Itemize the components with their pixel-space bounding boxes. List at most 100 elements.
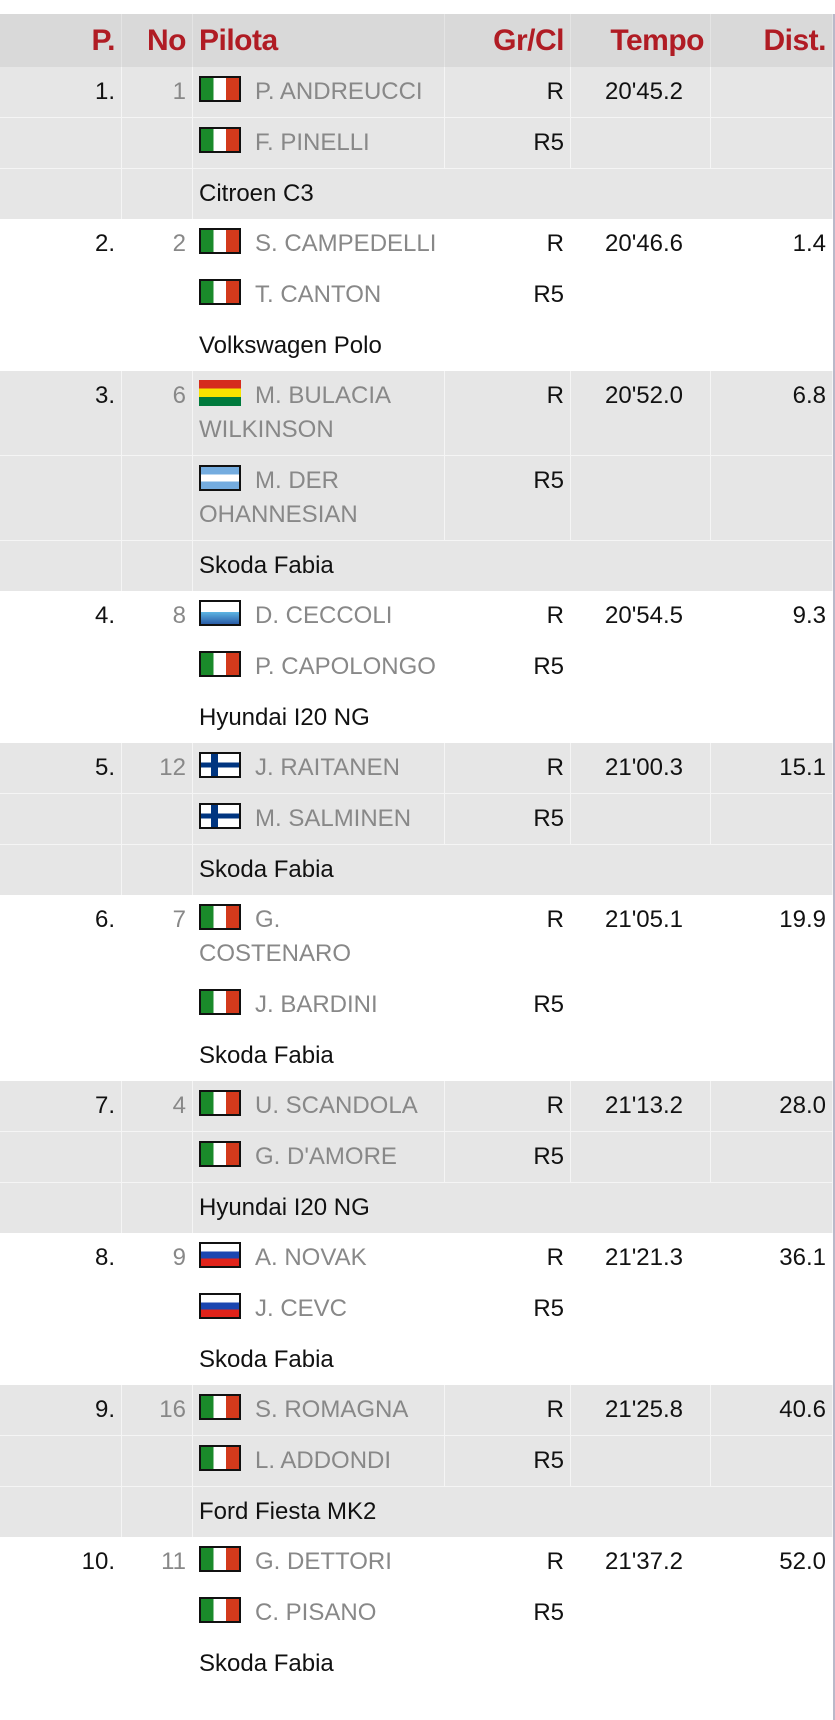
driver-name[interactable]: A. NOVAK [255, 1244, 367, 1271]
table-header: P. No Pilota Gr/Cl Tempo Dist. [0, 14, 833, 67]
table-row: 8. 9 A. NOVAK R 21'21.3 36.1 J. CEVC R5 … [0, 1233, 833, 1385]
codriver-name[interactable]: J. CEVC [255, 1295, 348, 1322]
distance: 36.1 [779, 1244, 826, 1271]
car-number: 11 [161, 1548, 186, 1575]
driver-name[interactable]: G. DETTORI [255, 1548, 392, 1575]
group: R [546, 602, 564, 629]
finland-flag-icon [199, 752, 241, 778]
distance: 15.1 [711, 743, 833, 793]
position: 2. [94, 230, 115, 257]
table-row: 4. 8 D. CECCOLI R 20'54.5 9.3 P. CAPOLON… [0, 591, 833, 743]
car-model: Citroen C3 [193, 169, 833, 219]
group: R [546, 906, 564, 933]
driver-name[interactable]: D. CECCOLI [255, 602, 393, 629]
codriver-cell: G. D'AMORE [193, 1132, 445, 1182]
header-tempo[interactable]: Tempo [571, 14, 711, 67]
codriver-name[interactable]: P. CAPOLONGO [255, 653, 436, 680]
codriver-name[interactable]: M. DER OHANNESIAN [199, 467, 358, 528]
codriver-name[interactable]: M. SALMINEN [255, 805, 412, 832]
table-row: 3. 6 M. BULACIA WILKINSON R 20'52.0 6.8 … [0, 371, 833, 591]
header-no[interactable]: No [122, 14, 193, 67]
car-number: 9 [172, 1244, 186, 1271]
distance: 28.0 [711, 1081, 833, 1131]
results-table: P. No Pilota Gr/Cl Tempo Dist. 1. 1 P. A… [0, 14, 833, 1689]
driver-cell: A. NOVAK [193, 1233, 445, 1283]
position: 4. [94, 602, 115, 629]
group: R [546, 1548, 564, 1575]
header-dist[interactable]: Dist. [711, 14, 833, 67]
car-number: 16 [122, 1385, 193, 1435]
time: 20'46.6 [605, 230, 683, 257]
table-row: 1. 1 P. ANDREUCCI R 20'45.2 F. PINELLI R… [0, 67, 833, 219]
italy-flag-icon [199, 1597, 241, 1623]
car-model: Skoda Fabia [199, 1346, 334, 1373]
san-marino-flag-icon [199, 600, 241, 626]
codriver-cell: J. BARDINI [193, 980, 445, 1030]
class: R5 [533, 1599, 564, 1626]
italy-flag-icon [199, 904, 241, 930]
header-grcl[interactable]: Gr/Cl [445, 14, 571, 67]
table-body: 1. 1 P. ANDREUCCI R 20'45.2 F. PINELLI R… [0, 67, 833, 1689]
driver-cell: S. ROMAGNA [193, 1385, 445, 1435]
car-number: 12 [122, 743, 193, 793]
header-pilota[interactable]: Pilota [193, 14, 445, 67]
italy-flag-icon [199, 651, 241, 677]
driver-cell: G. DETTORI [193, 1537, 445, 1587]
header-pos[interactable]: P. [0, 14, 122, 67]
time: 21'05.1 [605, 906, 683, 933]
car-model: Skoda Fabia [193, 541, 833, 591]
group: R [445, 743, 571, 793]
slovenia-flag-icon [199, 1242, 241, 1268]
car-model: Hyundai I20 NG [193, 1183, 833, 1233]
italy-flag-icon [199, 1445, 241, 1471]
car-model: Skoda Fabia [199, 1650, 334, 1677]
time: 21'37.2 [605, 1548, 683, 1575]
position: 3. [0, 371, 122, 455]
position: 6. [94, 906, 115, 933]
table-row: 6. 7 G. COSTENARO R 21'05.1 19.9 J. BARD… [0, 895, 833, 1081]
distance: 9.3 [792, 602, 826, 629]
italy-flag-icon [199, 76, 241, 102]
scrollbar[interactable] [833, 14, 835, 1720]
position: 5. [0, 743, 122, 793]
driver-name[interactable]: G. COSTENARO [199, 906, 352, 967]
car-number: 8 [172, 602, 186, 629]
codriver-name[interactable]: C. PISANO [255, 1599, 377, 1626]
group: R [445, 1081, 571, 1131]
driver-name[interactable]: P. ANDREUCCI [255, 78, 423, 105]
driver-name[interactable]: U. SCANDOLA [255, 1092, 418, 1119]
class: R5 [445, 1436, 571, 1486]
codriver-name[interactable]: G. D'AMORE [255, 1143, 397, 1170]
italy-flag-icon [199, 1090, 241, 1116]
car-number: 1 [122, 67, 193, 117]
slovenia-flag-icon [199, 1293, 241, 1319]
car-number: 2 [172, 230, 186, 257]
driver-name[interactable]: S. ROMAGNA [255, 1396, 409, 1423]
codriver-name[interactable]: F. PINELLI [255, 129, 370, 156]
codriver-cell: M. SALMINEN [193, 794, 445, 844]
car-number: 7 [172, 906, 186, 933]
codriver-name[interactable]: T. CANTON [255, 281, 382, 308]
argentina-flag-icon [199, 465, 241, 491]
finland-flag-icon [199, 803, 241, 829]
driver-name[interactable]: M. BULACIA WILKINSON [199, 382, 390, 443]
distance [711, 67, 833, 117]
class: R5 [533, 1295, 564, 1322]
time: 20'45.2 [571, 67, 711, 117]
car-model: Skoda Fabia [193, 845, 833, 895]
position: 1. [0, 67, 122, 117]
italy-flag-icon [199, 228, 241, 254]
class: R5 [445, 118, 571, 168]
codriver-name[interactable]: J. BARDINI [255, 991, 378, 1018]
italy-flag-icon [199, 989, 241, 1015]
driver-name[interactable]: S. CAMPEDELLI [255, 230, 437, 257]
codriver-name[interactable]: L. ADDONDI [255, 1447, 392, 1474]
driver-name[interactable]: J. RAITANEN [255, 754, 400, 781]
table-row: 10. 11 G. DETTORI R 21'37.2 52.0 C. PISA… [0, 1537, 833, 1689]
position: 7. [0, 1081, 122, 1131]
class: R5 [533, 653, 564, 680]
distance: 6.8 [711, 371, 833, 455]
time: 21'00.3 [571, 743, 711, 793]
codriver-cell: L. ADDONDI [193, 1436, 445, 1486]
group: R [546, 1244, 564, 1271]
